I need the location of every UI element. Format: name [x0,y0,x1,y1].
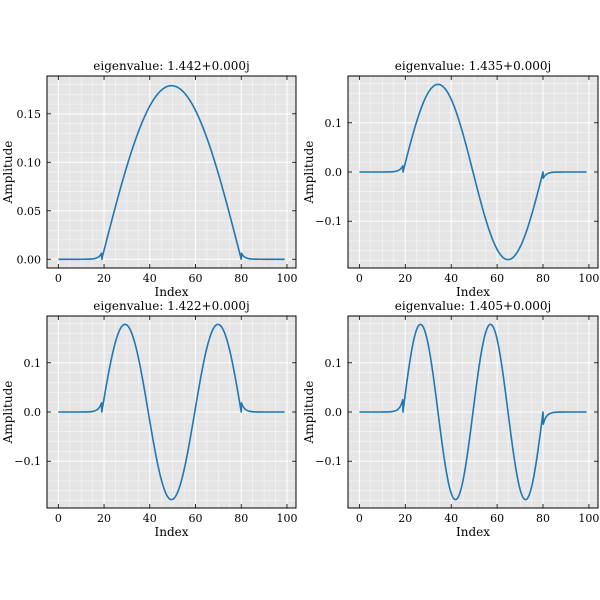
y-tick-label: 0.1 [325,357,343,370]
y-axis-label: Amplitude [302,141,316,205]
y-tick-label: 0.05 [17,205,42,218]
x-tick-label: 60 [490,272,504,285]
x-tick-label: 40 [444,512,458,525]
y-tick-label: −0.1 [315,215,342,228]
chart-title: eigenvalue: 1.442+0.000j [93,59,249,73]
x-tick-label: 100 [276,272,297,285]
y-tick-label: −0.1 [14,455,41,468]
x-axis-label: Index [154,525,188,539]
x-tick-label: 20 [97,272,111,285]
y-tick-label: 0.0 [325,166,343,179]
y-tick-label: 0.15 [17,108,42,121]
series-line [57,84,286,261]
y-tick-label: 0.0 [24,406,42,419]
x-tick-label: 40 [143,512,157,525]
y-tick-label: 0.0 [325,406,343,419]
x-tick-label: 0 [55,512,62,525]
axes-frame [46,75,297,269]
x-tick-label: 60 [189,272,203,285]
x-tick-label: 0 [55,272,62,285]
y-tick-label: 0.10 [17,156,42,169]
series-line [358,323,588,501]
x-tick-label: 40 [444,272,458,285]
chart-title: eigenvalue: 1.405+0.000j [395,299,551,313]
x-tick-label: 100 [276,512,297,525]
x-tick-label: 60 [189,512,203,525]
chart-panel-2: 0 20 40 60 80 100 −0.1 0.0 0.1 eigenvalue: 1.435+… [302,59,599,299]
x-tick-label: 20 [398,272,412,285]
chart-title: eigenvalue: 1.435+0.000j [395,59,551,73]
x-axis-label: Index [154,285,188,299]
x-tick-label: 80 [536,512,550,525]
x-tick-label: 100 [578,272,599,285]
chart-panel-3: 0 20 40 60 80 100 −0.1 0.0 0.1 eigenvalue: 1.422+… [1,299,297,539]
y-axis-label: Amplitude [302,381,316,445]
y-tick-label: 0.00 [17,253,42,266]
x-axis-label: Index [456,525,490,539]
y-tick-label: −0.1 [315,455,342,468]
x-tick-label: 0 [356,272,363,285]
chart-panel-1: 0 20 40 60 80 100 0.00 0.05 0.10 0.15 eigenvalue: … [1,59,297,299]
x-tick-label: 80 [234,512,248,525]
x-tick-label: 80 [234,272,248,285]
chart-panel-4: 0 20 40 60 80 100 −0.1 0.0 0.1 eigenvalue: 1.405+… [302,299,599,539]
x-axis-label: Index [456,285,490,299]
chart-title: eigenvalue: 1.422+0.000j [93,299,249,313]
series-line [358,83,588,261]
y-axis-label: Amplitude [1,141,15,205]
x-tick-label: 0 [356,512,363,525]
y-axis-label: Amplitude [1,381,15,445]
x-tick-label: 20 [97,512,111,525]
series-line [57,323,286,501]
x-tick-label: 20 [398,512,412,525]
x-tick-label: 100 [578,512,599,525]
x-tick-label: 40 [143,272,157,285]
y-tick-label: 0.1 [24,357,42,370]
x-tick-label: 80 [536,272,550,285]
y-tick-label: 0.1 [325,117,343,130]
x-tick-label: 60 [490,512,504,525]
